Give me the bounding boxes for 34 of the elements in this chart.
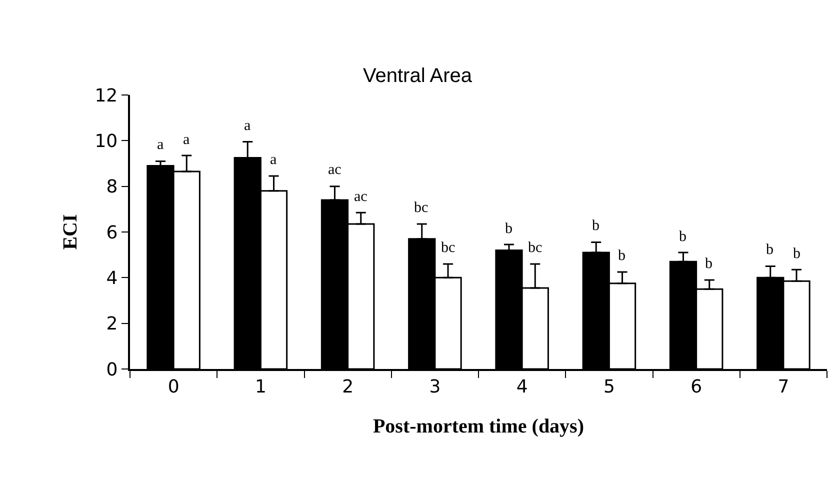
data-label: a xyxy=(244,118,251,134)
x-tick-label: 5 xyxy=(603,376,615,398)
data-label: b xyxy=(618,248,626,264)
y-tick-label: 4 xyxy=(106,268,118,289)
data-label: bc xyxy=(414,200,428,216)
x-tick-label: 2 xyxy=(342,376,354,398)
y-tick-label: 0 xyxy=(106,359,118,380)
chart-title: Ventral Area xyxy=(363,65,473,87)
y-tick-label: 6 xyxy=(106,222,118,244)
data-label: b xyxy=(592,218,600,234)
x-tick-label: 7 xyxy=(778,376,790,398)
x-tick-label: 4 xyxy=(516,376,528,398)
data-label: b xyxy=(679,229,686,245)
data-label: b xyxy=(705,256,712,272)
x-axis-title: Post-mortem time (days) xyxy=(372,415,584,438)
data-label: ac xyxy=(354,189,368,205)
data-label: b xyxy=(505,221,512,237)
data-label: b xyxy=(793,246,800,262)
x-tick-label: 1 xyxy=(254,376,266,398)
x-tick-label: 3 xyxy=(429,376,441,398)
x-tick-label: 6 xyxy=(690,376,702,398)
data-label: a xyxy=(157,137,164,153)
data-label: bc xyxy=(441,240,456,256)
data-label: b xyxy=(766,242,774,258)
data-label: ac xyxy=(328,162,342,178)
data-label: a xyxy=(270,152,277,168)
y-tick-label: 2 xyxy=(106,314,118,335)
data-label: a xyxy=(183,132,190,148)
y-tick-label: 10 xyxy=(94,130,118,152)
y-tick-label: 12 xyxy=(94,85,118,106)
data-label: bc xyxy=(528,240,542,256)
x-tick-label: 0 xyxy=(168,376,180,398)
y-axis-title: ECI xyxy=(60,214,82,250)
y-tick-label: 8 xyxy=(106,176,118,198)
